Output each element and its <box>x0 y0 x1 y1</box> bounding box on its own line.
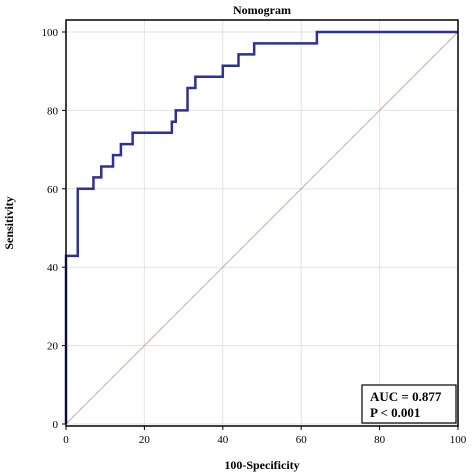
auc-text: AUC = 0.877 <box>370 389 442 404</box>
plot-frame <box>65 19 459 427</box>
y-tick-label-0: 0 <box>53 419 59 431</box>
x-tick-label-0: 0 <box>63 434 69 446</box>
chart-title: Nomogram <box>233 3 291 17</box>
x-tick-label-20: 20 <box>139 434 151 446</box>
y-tick-label-20: 20 <box>47 341 59 353</box>
x-axis-label: 100-Specificity <box>224 458 299 472</box>
reference-line <box>65 31 459 425</box>
x-tick-label-60: 60 <box>296 434 308 446</box>
y-axis-label: Sensitivity <box>2 196 16 249</box>
y-axis: 0 20 40 60 80 100 <box>42 27 66 431</box>
y-tick-label-100: 100 <box>42 27 59 39</box>
reference-line-group <box>65 31 459 425</box>
x-tick-label-40: 40 <box>217 434 229 446</box>
x-tick-label-100: 100 <box>450 434 467 446</box>
stats-box-frame <box>361 384 457 424</box>
roc-curve-line <box>64 30 458 424</box>
y-tick-label-60: 60 <box>47 184 59 196</box>
y-tick-label-80: 80 <box>47 105 59 117</box>
x-axis: 0 20 40 60 80 100 <box>63 426 467 446</box>
x-tick-label-80: 80 <box>374 434 386 446</box>
stats-box: AUC = 0.877 P < 0.001 <box>361 384 457 424</box>
y-tick-label-40: 40 <box>47 262 59 274</box>
roc-curve-group <box>64 30 458 424</box>
p-value-text: P < 0.001 <box>370 405 420 420</box>
